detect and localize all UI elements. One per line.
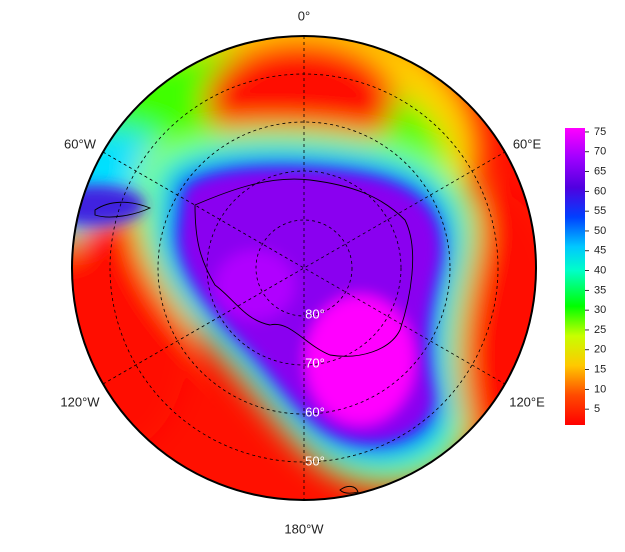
longitude-label: 120°W (60, 394, 100, 409)
longitude-label: 60°W (64, 136, 97, 151)
colorbar-tick-label: 60 (594, 185, 606, 197)
colorbar-tick-label: 35 (594, 284, 606, 296)
latitude-label: 50° (305, 453, 325, 468)
colorbar-tick-label: 55 (594, 205, 606, 217)
colorbar-tick-label: 20 (594, 344, 606, 356)
colorbar-tick-label: 10 (594, 383, 606, 395)
latitude-label: 70° (305, 355, 325, 370)
colorbar-tick-label: 40 (594, 264, 606, 276)
longitude-label: 60°E (513, 136, 542, 151)
colorbar-tick-label: 75 (594, 126, 606, 138)
map-border (71, 35, 537, 501)
longitude-label: 180°W (284, 521, 324, 536)
colorbar-tick-label: 25 (594, 324, 606, 336)
colorbar-tick-label: 65 (594, 165, 606, 177)
coastline (94, 178, 414, 494)
colorbar: 5 10 15 20 25 30 35 40 45 50 55 60 65 70 75 (565, 126, 606, 425)
graticule (102, 36, 506, 500)
latitude-labels: 80° 70° 60° 50° (305, 306, 325, 468)
colorbar-ramp (565, 128, 585, 425)
colorbar-tick-label: 30 (594, 304, 606, 316)
colorbar-tick-label: 45 (594, 245, 606, 257)
latitude-label: 60° (305, 404, 325, 419)
field (72, 36, 536, 500)
longitude-label: 0° (298, 8, 310, 23)
longitude-labels: 0° 60°W 60°E 120°W 120°E 180°W (60, 8, 545, 536)
longitude-label: 120°E (509, 394, 545, 409)
colorbar-tick-label: 70 (594, 146, 606, 158)
colorbar-tick-label: 15 (594, 363, 606, 375)
latitude-label: 80° (305, 306, 325, 321)
colorbar-tick-label: 50 (594, 225, 606, 237)
colorbar-tick-label: 5 (594, 403, 600, 415)
